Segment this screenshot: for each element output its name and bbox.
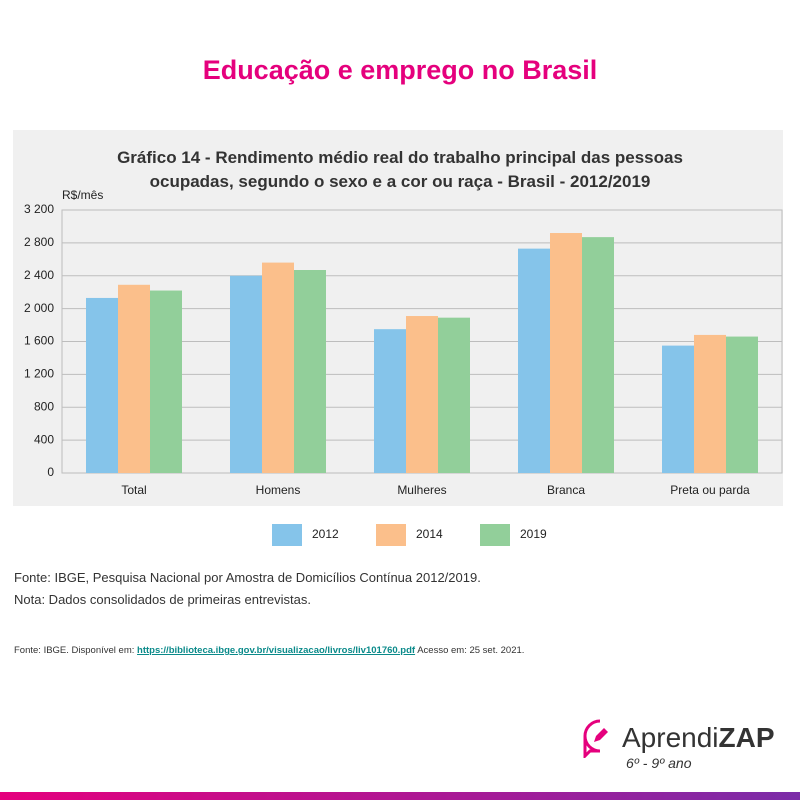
- x-tick-label: Branca: [547, 483, 585, 497]
- y-tick-label: 2 800: [24, 235, 54, 249]
- bar: [694, 334, 726, 473]
- y-tick-label: 3 200: [24, 202, 54, 216]
- note: Fonte: IBGE, Pesquisa Nacional por Amost…: [14, 570, 481, 585]
- bottom-bar: [0, 792, 800, 800]
- y-tick-label: 2 000: [24, 301, 54, 315]
- brand: AprendiZAP: [622, 722, 775, 754]
- legend-label: 2014: [416, 527, 443, 541]
- y-tick-label: 0: [47, 465, 54, 479]
- bar: [86, 297, 118, 473]
- y-tick-label: 1 600: [24, 334, 54, 348]
- legend-label: 2019: [520, 527, 547, 541]
- source: Fonte: IBGE. Disponível em: https://bibl…: [14, 645, 524, 656]
- y-tick-label: 1 200: [24, 367, 54, 381]
- brand-bold: ZAP: [718, 722, 775, 753]
- x-tick-label: Mulheres: [397, 483, 446, 497]
- y-axis-label: R$/mês: [62, 188, 103, 202]
- brand-icon: [583, 719, 608, 758]
- note: Nota: Dados consolidados de primeiras en…: [14, 592, 311, 607]
- bar: [582, 237, 614, 473]
- x-tick-label: Preta ou parda: [670, 483, 750, 497]
- bar: [294, 269, 326, 473]
- bar: [438, 317, 470, 473]
- bar: [550, 233, 582, 473]
- brand-light: Aprendi: [622, 722, 719, 753]
- x-tick-label: Total: [121, 483, 146, 497]
- chart: R$/mês 0 400 800 1 200 1 600 2 000 2 400 2 800 3 …: [24, 188, 783, 546]
- y-tick-label: 2 400: [24, 268, 54, 282]
- legend-label: 2012: [312, 527, 339, 541]
- brand-subtitle: 6º - 9º ano: [626, 755, 692, 771]
- bar: [230, 275, 262, 473]
- bar: [150, 290, 182, 473]
- chart-title: Gráfico 14 - Rendimento médio real do tr…: [117, 148, 683, 191]
- x-tick-label: Homens: [256, 483, 301, 497]
- bar: [662, 345, 694, 473]
- bar: [518, 248, 550, 473]
- legend-swatch: [480, 524, 510, 546]
- legend-swatch: [376, 524, 406, 546]
- source-suffix: Acesso em: 25 set. 2021.: [417, 645, 525, 656]
- bar: [374, 329, 406, 473]
- bar: [726, 336, 758, 473]
- bar: [262, 262, 294, 473]
- page-title: Educação e emprego no Brasil: [202, 55, 598, 85]
- y-tick-label: 800: [34, 399, 54, 413]
- legend-swatch: [272, 524, 302, 546]
- bar: [406, 316, 438, 473]
- y-tick-label: 400: [34, 432, 54, 446]
- source-prefix: Fonte: IBGE. Disponível em:: [14, 645, 135, 656]
- source-link[interactable]: https://biblioteca.ibge.gov.br/visualiza…: [137, 645, 416, 656]
- bar: [118, 284, 150, 473]
